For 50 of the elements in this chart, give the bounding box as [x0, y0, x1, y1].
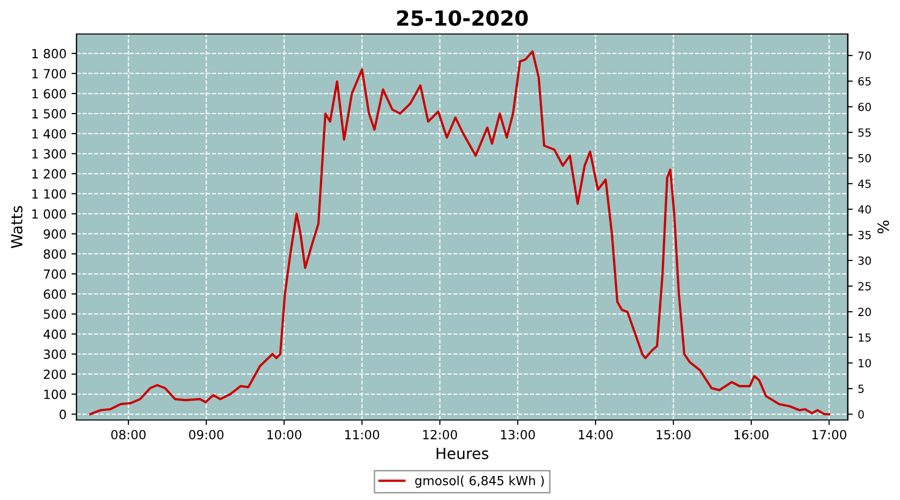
y-tick-label: 300: [44, 350, 66, 359]
y2-tick-label: 50: [858, 154, 871, 162]
x-tick-label: 14:00: [578, 430, 613, 440]
x-tick-label: 16:00: [734, 430, 768, 440]
y2-tick-label: 40: [858, 205, 871, 214]
line-series: [89, 50, 830, 416]
x-tick-label: 12:00: [423, 430, 458, 440]
x-tick-label: 10:00: [268, 430, 302, 440]
y-tick-label: 1 700: [32, 68, 66, 78]
y2-tick-label: 70: [858, 51, 871, 60]
x-axis-title: Heures: [436, 448, 488, 460]
y-tick-label: 1 800: [32, 48, 66, 58]
y-tick-label: 800: [44, 249, 66, 259]
y-tick-label: 400: [44, 329, 66, 339]
y2-axis-title: %: [877, 220, 890, 234]
y2-tick-label: 0: [858, 410, 864, 419]
x-tick-label: 08:00: [111, 430, 146, 440]
y-axis-title: Watts: [11, 206, 22, 248]
y-tick-label: 0: [60, 410, 66, 420]
y-tick-label: 1 100: [32, 189, 66, 199]
y2-tick-label: 15: [858, 333, 871, 342]
y2-tick-label: 35: [858, 230, 871, 240]
x-tick-label: 11:00: [345, 430, 380, 440]
y-tick-label: 700: [44, 269, 66, 279]
y2-tick-label: 20: [858, 308, 871, 316]
y2-tick-label: 65: [858, 77, 871, 86]
y2-tick-label: 5: [858, 384, 864, 393]
y-tick-label: 500: [44, 309, 66, 319]
y-tick-label: 1 000: [32, 209, 66, 219]
y2-tick-label: 30: [858, 256, 871, 265]
y-tick-label: 200: [44, 370, 66, 380]
y-tick-label: 1 300: [32, 149, 66, 159]
x-tick-label: 15:00: [656, 430, 691, 440]
y2-tick-label: 45: [858, 180, 871, 188]
y-tick-label: 1 500: [32, 109, 66, 118]
y-tick-label: 1 600: [32, 88, 66, 98]
y2-tick-label: 25: [858, 282, 871, 290]
y-tick-label: 600: [44, 289, 66, 299]
x-tick-label: 09:00: [189, 430, 224, 440]
legend-label: gmosol( 6,845 kWh ): [415, 476, 544, 488]
x-tick-label: 17:00: [812, 430, 846, 440]
y2-tick-label: 10: [858, 358, 871, 368]
y-tick-label: 1 200: [32, 169, 66, 179]
y-tick-label: 1 400: [32, 129, 66, 139]
x-tick-label: 13:00: [501, 430, 535, 440]
y-tick-label: 900: [44, 229, 66, 239]
chart-title: 25-10-2020: [397, 10, 528, 26]
y2-tick-label: 55: [858, 128, 871, 137]
y-tick-label: 100: [44, 390, 66, 400]
y2-tick-label: 60: [858, 102, 871, 112]
